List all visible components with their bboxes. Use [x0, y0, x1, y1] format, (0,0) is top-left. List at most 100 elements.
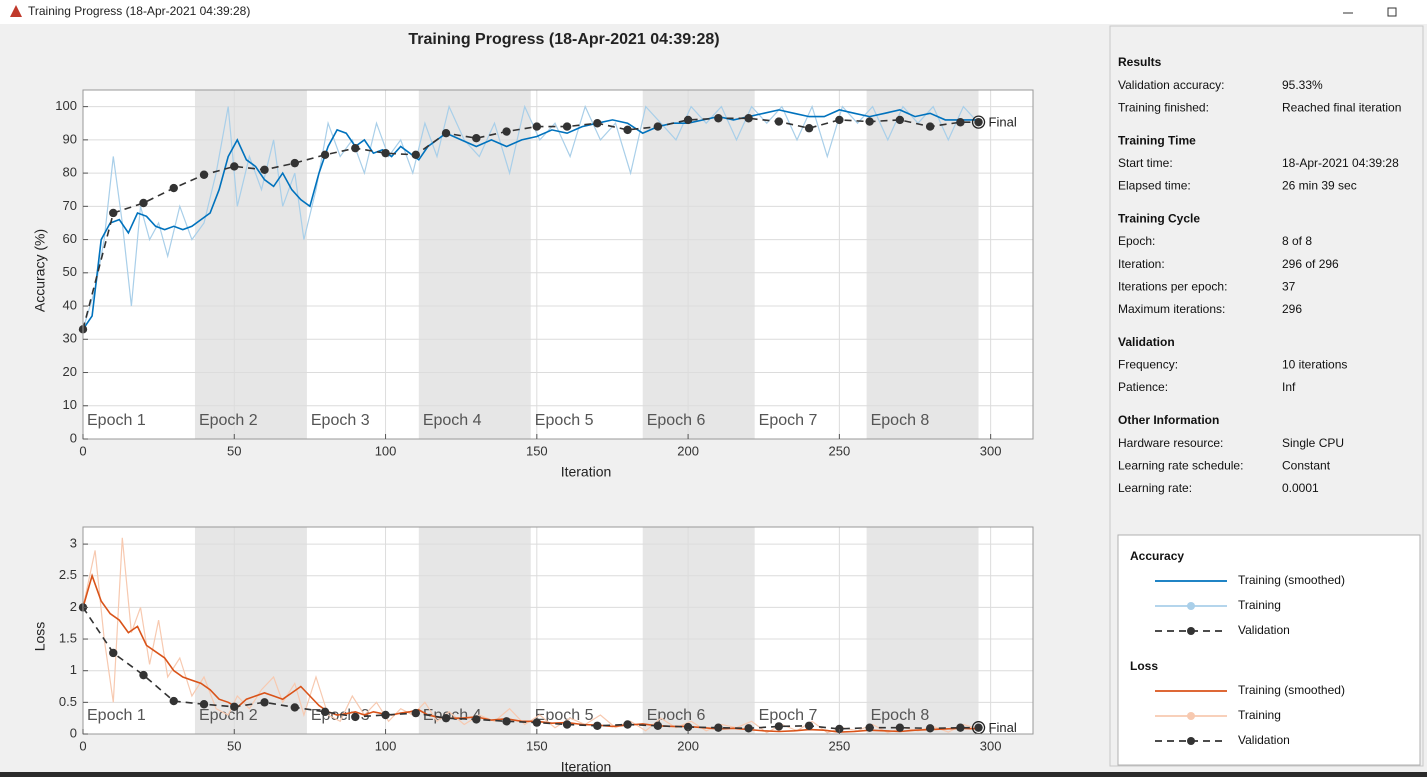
- epoch-label: Epoch 5: [535, 707, 594, 724]
- validation-point: [472, 133, 481, 143]
- final-label: Final: [989, 115, 1017, 130]
- final-label: Final: [989, 720, 1017, 735]
- legend-entry: Training (smoothed): [1238, 573, 1345, 587]
- epoch-label: Epoch 7: [759, 707, 818, 724]
- validation-point: [230, 162, 239, 171]
- panel-value: 10 iterations: [1282, 358, 1347, 372]
- panel-heading: Training Cycle: [1118, 212, 1200, 226]
- y-axis-label: Accuracy (%): [32, 229, 48, 312]
- epoch-label: Epoch 1: [87, 412, 146, 429]
- epoch-band: [418, 90, 531, 439]
- epoch-label: Epoch 6: [647, 412, 706, 429]
- y-tick-label: 2.5: [59, 567, 77, 582]
- panel-value: Inf: [1282, 380, 1296, 394]
- epoch-label: Epoch 8: [871, 412, 930, 429]
- panel-value: 296: [1282, 302, 1302, 316]
- epoch-band: [418, 527, 531, 734]
- validation-point: [351, 712, 360, 722]
- validation-point: [895, 115, 905, 125]
- panel-value: 0.0001: [1282, 481, 1319, 495]
- validation-point: [381, 148, 390, 158]
- validation-point: [623, 125, 632, 135]
- validation-point: [925, 122, 935, 131]
- title-bar: [0, 0, 1427, 24]
- bottom-edge: [0, 772, 1427, 777]
- epoch-label: Epoch 1: [87, 707, 146, 724]
- plot-border: [82, 89, 1034, 440]
- validation-point: [623, 720, 632, 729]
- y-tick-label: 1: [70, 662, 77, 677]
- panel-label: Hardware resource:: [1118, 436, 1223, 450]
- epoch-label: Epoch 7: [759, 412, 818, 429]
- epoch-label: Epoch 6: [647, 707, 706, 724]
- validation-point: [230, 702, 239, 711]
- validation-point: [139, 198, 148, 208]
- validation-point: [835, 724, 844, 734]
- x-tick-label: 250: [829, 443, 851, 458]
- x-tick-label: 250: [829, 738, 851, 753]
- panel-label: Maximum iterations:: [1118, 302, 1225, 316]
- epoch-label: Epoch 4: [423, 707, 482, 724]
- panel-value: 18-Apr-2021 04:39:28: [1282, 156, 1399, 170]
- x-tick-label: 300: [980, 443, 1002, 458]
- validation-point: [320, 707, 330, 717]
- epoch-band: [194, 527, 307, 734]
- x-tick-label: 100: [375, 738, 397, 753]
- panel-label: Iterations per epoch:: [1118, 279, 1227, 293]
- validation-point: [320, 150, 330, 160]
- epoch-label: Epoch 5: [535, 412, 594, 429]
- x-tick-label: 150: [526, 738, 548, 753]
- validation-point: [974, 117, 983, 127]
- y-tick-label: 2: [70, 599, 77, 614]
- legend-entry: Training: [1238, 598, 1281, 612]
- validation-point: [804, 124, 814, 133]
- panel-value: 95.33%: [1282, 78, 1323, 92]
- panel-value: 296 of 296: [1282, 257, 1339, 271]
- panel-heading: Validation: [1118, 335, 1175, 349]
- epoch-band: [642, 90, 755, 439]
- validation-point: [683, 115, 693, 125]
- y-tick-label: 40: [63, 297, 77, 312]
- validation-point: [895, 723, 905, 732]
- validation-point: [532, 122, 542, 131]
- x-tick-label: 300: [980, 738, 1002, 753]
- validation-point: [199, 700, 209, 709]
- y-tick-label: 80: [63, 165, 77, 180]
- legend-entry: Training (smoothed): [1238, 683, 1345, 697]
- panel-value: Constant: [1282, 458, 1331, 472]
- panel-heading: Training Time: [1118, 133, 1196, 147]
- y-tick-label: 70: [63, 198, 77, 213]
- epoch-band: [642, 527, 755, 734]
- x-tick-label: 200: [677, 443, 699, 458]
- y-tick-label: 10: [63, 397, 77, 412]
- y-axis-label: Loss: [32, 622, 48, 652]
- validation-point: [774, 117, 784, 126]
- panel-label: Iteration:: [1118, 257, 1165, 271]
- legend-marker: [1187, 602, 1195, 610]
- validation-point: [472, 715, 481, 724]
- legend-marker: [1187, 712, 1195, 720]
- legend-entry: Validation: [1238, 623, 1290, 637]
- panel-label: Learning rate:: [1118, 481, 1192, 495]
- panel-label: Elapsed time:: [1118, 179, 1191, 193]
- validation-point: [593, 721, 602, 730]
- validation-point: [411, 150, 421, 160]
- legend-heading: Loss: [1130, 659, 1158, 673]
- app-icon: [10, 5, 22, 17]
- legend-entry: Training: [1238, 708, 1281, 722]
- validation-point: [804, 721, 814, 730]
- restore-button[interactable]: [1387, 7, 1397, 17]
- epoch-label: Epoch 2: [199, 412, 258, 429]
- epoch-band: [194, 90, 307, 439]
- panel-heading: Results: [1118, 55, 1162, 69]
- validation-point: [441, 713, 451, 723]
- legend-entry: Validation: [1238, 733, 1290, 747]
- panel-value: 26 min 39 sec: [1282, 179, 1357, 193]
- panel-value: 8 of 8: [1282, 234, 1312, 248]
- validation-point: [562, 122, 572, 131]
- plot-border: [82, 526, 1034, 735]
- epoch-band: [866, 527, 979, 734]
- validation-point: [109, 208, 118, 218]
- y-tick-label: 3: [70, 536, 77, 551]
